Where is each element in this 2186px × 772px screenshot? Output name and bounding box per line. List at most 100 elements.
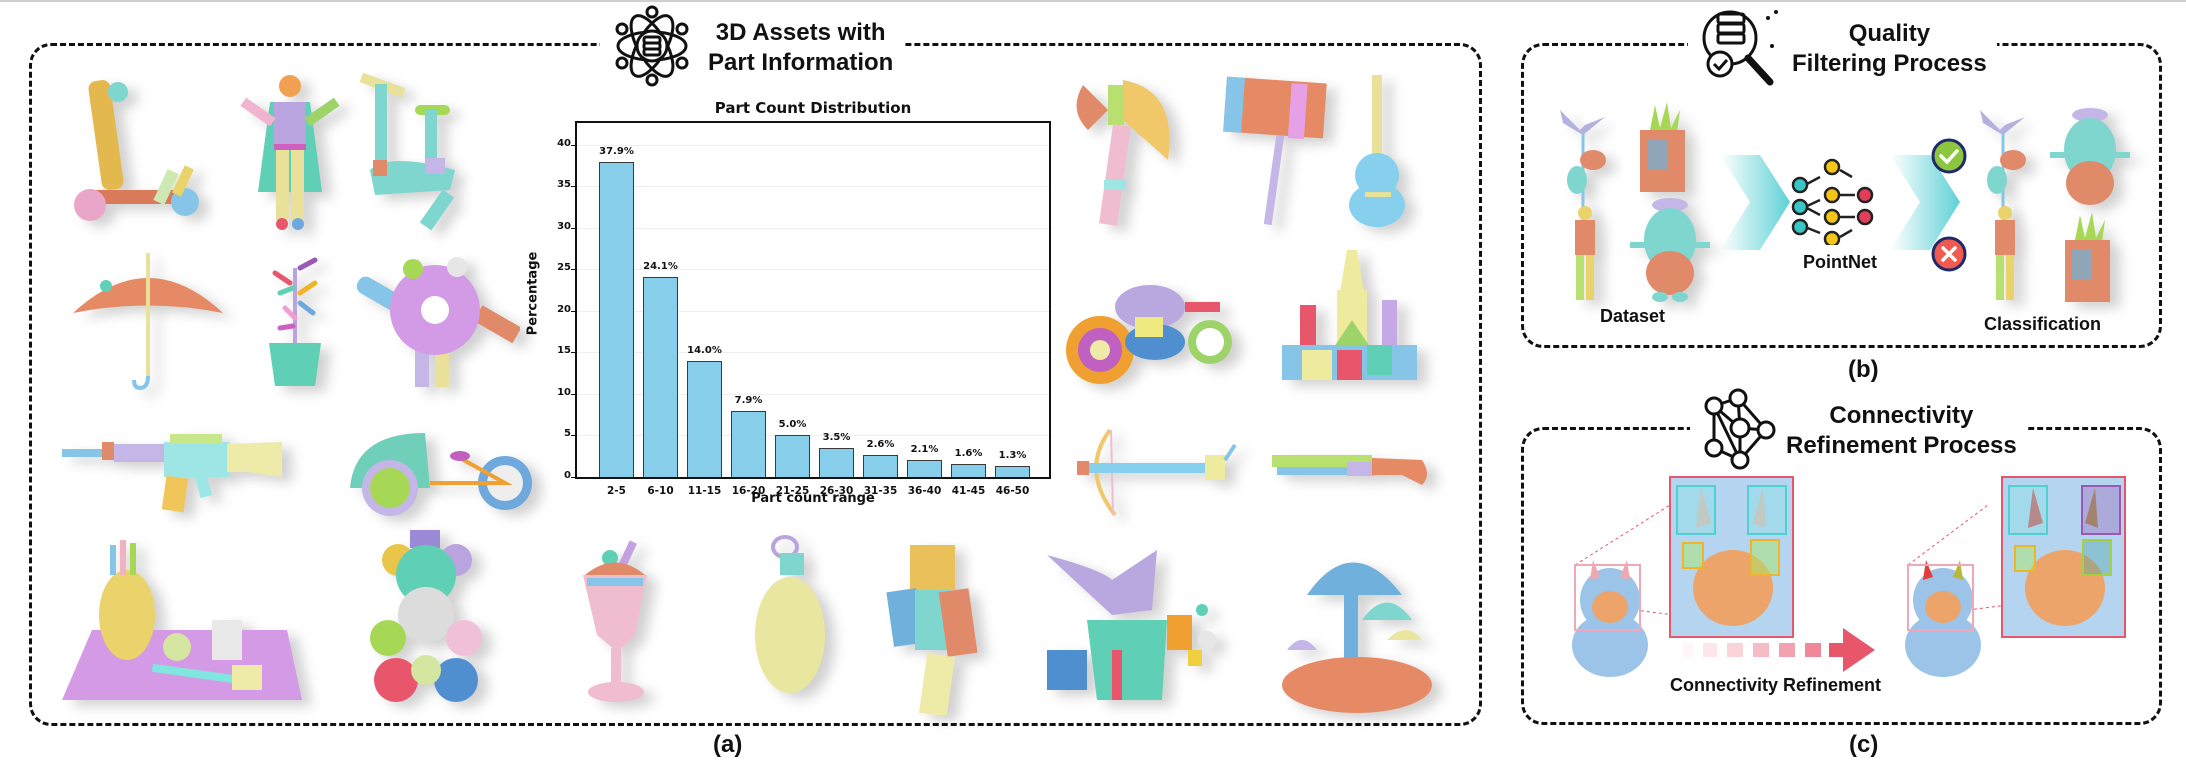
neural-network-icon [1700, 388, 1778, 475]
chart-y-tick-label: 20 [557, 303, 571, 315]
chart-x-tick-label: 26-30 [819, 485, 854, 497]
panel-a-title: 3D Assets with Part Information [600, 4, 904, 92]
flow-arrow-2-icon [1890, 155, 1960, 250]
chart-y-tick-mark [571, 269, 576, 271]
panel-b-title-line1: Quality [1848, 20, 1931, 47]
top-rule [0, 0, 2186, 2]
panel-c-title-line2: Refinement Process [1786, 432, 2017, 459]
chart-y-tick-label: 0 [564, 470, 571, 481]
part-count-chart: Part Count Distribution Percentage 0 5 10 1… [520, 96, 1060, 516]
classification-label: Classification [1984, 314, 2102, 334]
chart-y-tick-mark [571, 186, 576, 188]
after-zoom-inset [2001, 476, 2126, 638]
chart-y-tick-label: 25 [557, 262, 571, 274]
chart-gridline [577, 393, 1049, 395]
chart-bar-value-label: 5.0% [778, 419, 807, 431]
before-refinement-model [1572, 505, 1796, 677]
chart-x-tick-label: 6-10 [647, 485, 674, 497]
chart-y-tick-mark [571, 352, 576, 354]
chart-bar [951, 463, 986, 477]
chart-y-tick-mark [571, 227, 576, 229]
chart-x-tick-label: 41-45 [951, 485, 986, 497]
chart-bar-value-label: 14.0% [687, 344, 722, 356]
chart-y-tick-mark [571, 393, 576, 395]
asset-exercise-bike [359, 72, 455, 231]
dataset-woman [1575, 206, 1595, 300]
chart-y-tick-mark [571, 477, 576, 478]
chart-y-tick-label: 15 [557, 345, 571, 357]
panel-b-caption: (b) [1848, 356, 1879, 383]
chart-gridline [577, 269, 1049, 271]
chart-plot-area: 0 5 10 15 20 25 30 35 40 37.9% 2-5 24.1% 6-10 14.0% 11… [557, 121, 1051, 497]
chart-x-tick-label: 46-50 [995, 485, 1030, 497]
flow-arrow-icon [1720, 155, 1790, 250]
chart-bar [687, 360, 722, 477]
chart-y-tick-mark [571, 310, 576, 312]
chart-bar [731, 411, 766, 477]
asset-guitar [1349, 75, 1405, 227]
panel-c-caption: (c) [1849, 731, 1879, 758]
asset-potted-plant [269, 257, 321, 386]
chart-gridline [577, 186, 1049, 188]
asset-grenade [755, 535, 825, 693]
chart-bar [907, 459, 942, 477]
asset-block-figure [886, 545, 978, 715]
asset-umbrella [73, 253, 223, 391]
chart-bar [643, 276, 678, 477]
classified-flower [1980, 110, 2026, 220]
chart-x-tick-label: 11-15 [687, 485, 722, 497]
asset-vase-on-mat [62, 540, 302, 700]
chart-x-tick-label: 16-20 [731, 485, 766, 497]
asset-donut-character [356, 257, 520, 387]
panel-b-title: Quality Filtering Process [1688, 6, 1997, 92]
pointnet-label: PointNet [1803, 252, 1877, 272]
dataset-label: Dataset [1600, 306, 1666, 326]
magnifier-gear-icon [1698, 4, 1784, 95]
chart-bar-value-label: 24.1% [643, 260, 678, 272]
chart-bar-value-label: 2.1% [910, 443, 939, 455]
chart-bar [599, 162, 634, 477]
asset-rifle [62, 434, 282, 513]
chart-gridline [577, 144, 1049, 146]
chart-x-tick-label: 36-40 [907, 485, 942, 497]
asset-scooter [74, 80, 199, 221]
asset-tricycle-cart [350, 433, 532, 516]
chart-y-tick-label: 10 [557, 386, 571, 398]
chart-bar-value-label: 2.6% [866, 439, 895, 451]
x-icon [1931, 236, 1967, 272]
asset-teddy-bear-balloons [370, 530, 482, 702]
chart-bar-value-label: 7.9% [734, 395, 763, 407]
chart-x-label: Part count range [751, 491, 875, 506]
asset-crossbow [1077, 428, 1237, 517]
chart-gridline [577, 310, 1049, 312]
before-zoom-inset [1669, 476, 1794, 638]
asset-castle [1282, 250, 1417, 380]
chart-gridline [577, 227, 1049, 229]
refinement-arrow-icon [1683, 628, 1875, 672]
chart-bar [995, 466, 1030, 477]
asset-shotgun [1272, 455, 1427, 485]
panel-a-title-text: 3D Assets with Part Information [708, 18, 893, 78]
chart-y-tick-mark [571, 144, 576, 146]
chart-y-tick-label: 5 [564, 428, 571, 440]
dataset-flower [1560, 110, 1606, 220]
asset-goblin-character [1047, 550, 1216, 700]
chart-bar [863, 455, 898, 477]
connectivity-refinement-label: Connectivity Refinement [1670, 675, 1882, 695]
asset-superhero [240, 75, 340, 230]
dataset-penguin [1630, 198, 1710, 302]
classified-penguin [2050, 108, 2130, 205]
chart-y-tick-label: 40 [557, 137, 571, 149]
asset-mushrooms [1282, 562, 1432, 713]
pointnet-icon [1791, 158, 1874, 245]
check-icon [1931, 138, 1967, 174]
dataset-plant-pot [1640, 102, 1685, 192]
rejected-plant-pot [2065, 212, 2110, 302]
panel-b-title-text: Quality Filtering Process [1792, 19, 1987, 79]
chart-x-tick-label: 21-25 [775, 485, 810, 497]
after-refinement-model [1905, 505, 2129, 677]
chart-bar [819, 447, 854, 477]
chart-gridline [577, 352, 1049, 354]
asset-hammer [1223, 76, 1327, 226]
panel-b-title-line2: Filtering Process [1792, 50, 1987, 77]
